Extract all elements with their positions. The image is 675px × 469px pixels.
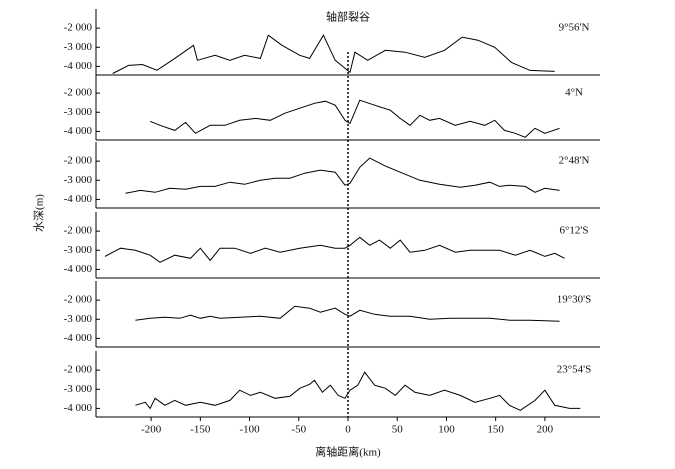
x-tick-label: -200 <box>141 424 162 436</box>
profile-line <box>125 157 560 194</box>
profile-line <box>112 34 555 74</box>
x-tick-label: 0 <box>345 424 351 436</box>
x-tick-label: 100 <box>438 424 455 436</box>
y-tick-label: -2 000 <box>64 364 93 376</box>
panel-label: 19°30'S <box>557 294 592 306</box>
y-tick-label: -3 000 <box>64 41 93 53</box>
y-tick-label: -3 000 <box>64 313 93 325</box>
y-tick-label: -2 000 <box>64 294 93 306</box>
y-tick-label: -4 000 <box>64 263 93 275</box>
y-tick-label: -3 000 <box>64 174 93 186</box>
y-tick-label: -3 000 <box>64 383 93 395</box>
x-tick-label: -50 <box>291 424 306 436</box>
x-tick-label: 150 <box>487 424 504 436</box>
y-tick-label: -4 000 <box>64 60 93 72</box>
profile-line <box>104 236 565 263</box>
x-tick-label: -100 <box>239 424 260 436</box>
panel-label: 23°54'S <box>557 364 592 376</box>
x-tick-label: -150 <box>190 424 211 436</box>
profile-line <box>135 305 560 322</box>
panel-label: 6°12'S <box>560 225 589 237</box>
profile-line <box>135 371 581 411</box>
profile-line <box>149 99 560 138</box>
x-tick-label: 200 <box>537 424 554 436</box>
panel-label: 4°N <box>565 87 583 99</box>
axis-annotation: 轴部裂谷 <box>326 10 370 24</box>
y-tick-label: -3 000 <box>64 244 93 256</box>
y-tick-label: -4 000 <box>64 402 93 414</box>
panel-label: 2°48'N <box>559 155 590 167</box>
y-tick-label: -4 000 <box>64 125 93 137</box>
x-tick-label: 50 <box>392 424 404 436</box>
y-tick-label: -2 000 <box>64 225 93 237</box>
y-tick-label: -4 000 <box>64 332 93 344</box>
x-axis-label: 离轴距离(km) <box>315 445 381 459</box>
y-axis-label: 水深(m) <box>33 194 46 232</box>
y-tick-label: -2 000 <box>64 155 93 167</box>
y-tick-label: -4 000 <box>64 193 93 205</box>
panel-label: 9°56'N <box>559 22 590 34</box>
y-tick-label: -3 000 <box>64 106 93 118</box>
y-tick-label: -2 000 <box>64 22 93 34</box>
y-tick-label: -2 000 <box>64 87 93 99</box>
